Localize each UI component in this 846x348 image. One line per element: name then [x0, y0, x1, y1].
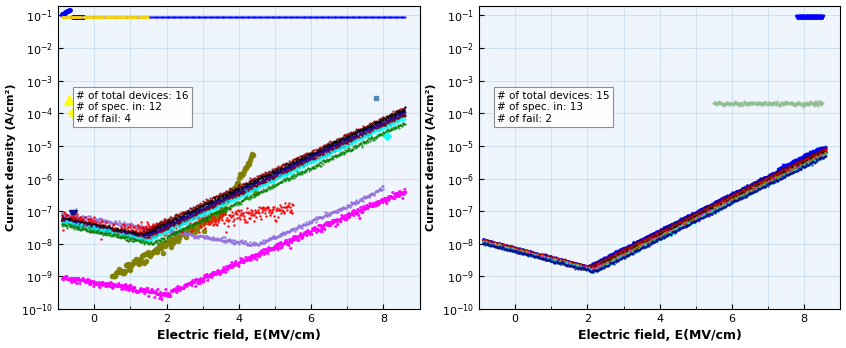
Text: # of total devices: 16
# of spec. in: 12
# of fail: 4: # of total devices: 16 # of spec. in: 12…: [76, 90, 189, 124]
Text: # of total devices: 15
# of spec. in: 13
# of fail: 2: # of total devices: 15 # of spec. in: 13…: [497, 90, 610, 124]
Y-axis label: Current density (A/cm²): Current density (A/cm²): [426, 84, 437, 231]
X-axis label: Electric field, E(MV/cm): Electric field, E(MV/cm): [578, 330, 742, 342]
X-axis label: Electric field, E(MV/cm): Electric field, E(MV/cm): [157, 330, 321, 342]
Y-axis label: Current density (A/cm²): Current density (A/cm²): [6, 84, 15, 231]
